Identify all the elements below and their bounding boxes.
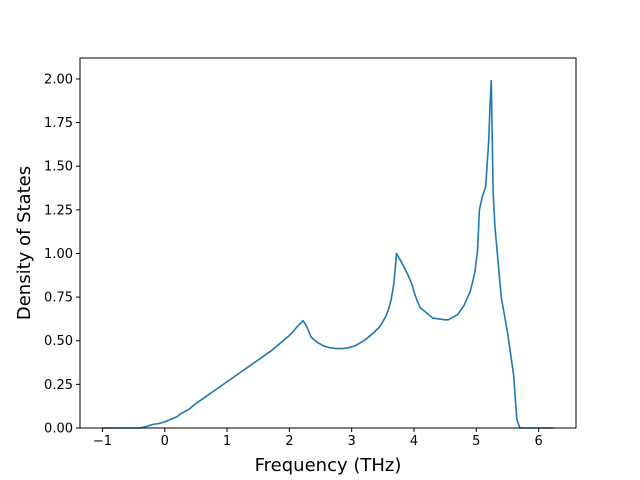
y-tick-label: 0.75 bbox=[44, 291, 73, 306]
x-tick-label: −1 bbox=[93, 434, 112, 449]
x-axis-ticks: −1 0 1 2 3 4 5 6 bbox=[93, 428, 543, 449]
x-axis-label: Frequency (THz) bbox=[255, 455, 402, 476]
y-tick-label: 1.50 bbox=[44, 160, 73, 175]
y-tick-label: 0.00 bbox=[44, 422, 73, 437]
y-tick-label: 2.00 bbox=[44, 72, 73, 87]
dos-series-line-0 bbox=[102, 79, 555, 429]
plot-frame bbox=[79, 57, 577, 429]
y-tick-label: 1.00 bbox=[44, 247, 73, 262]
x-tick-label: 2 bbox=[285, 434, 293, 449]
y-tick-label: 0.50 bbox=[44, 334, 73, 349]
x-tick-label: 3 bbox=[348, 434, 356, 449]
series-layer bbox=[102, 79, 555, 429]
x-tick-label: 0 bbox=[161, 434, 169, 449]
y-axis-ticks: 0.00 0.25 0.50 0.75 1.00 1.25 1.50 1.75 2.00 bbox=[44, 72, 80, 437]
x-tick-label: 5 bbox=[472, 434, 480, 449]
y-tick-label: 1.25 bbox=[44, 203, 73, 218]
y-tick-label: 1.75 bbox=[44, 116, 73, 131]
y-tick-label: 0.25 bbox=[44, 378, 73, 393]
x-tick-label: 6 bbox=[534, 434, 542, 449]
plot-area bbox=[80, 58, 576, 428]
x-tick-label: 4 bbox=[410, 434, 418, 449]
x-tick-label: 1 bbox=[223, 434, 231, 449]
y-axis-label: Density of States bbox=[14, 166, 35, 320]
